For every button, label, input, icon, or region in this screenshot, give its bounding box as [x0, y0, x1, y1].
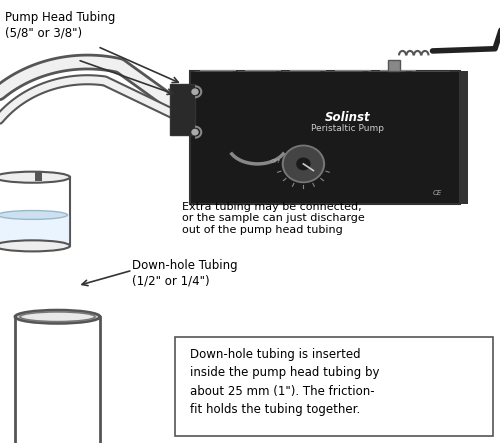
Circle shape	[284, 147, 323, 181]
Bar	[190, 71, 460, 204]
Text: Peristaltic Pump: Peristaltic Pump	[311, 124, 384, 133]
Ellipse shape	[0, 240, 70, 252]
Circle shape	[297, 158, 310, 170]
Text: Extra tubing may be connected,
or the sample can just discharge
out of the pump : Extra tubing may be connected, or the sa…	[182, 202, 365, 235]
Circle shape	[282, 145, 325, 183]
Circle shape	[192, 89, 198, 94]
Ellipse shape	[20, 312, 95, 322]
Bar	[170, 84, 195, 135]
Bar	[388, 60, 400, 71]
Ellipse shape	[15, 310, 100, 323]
Text: OFF: OFF	[270, 159, 281, 164]
Text: Pump Head Tubing
(5/8" or 3/8"): Pump Head Tubing (5/8" or 3/8")	[5, 11, 116, 39]
FancyBboxPatch shape	[175, 337, 492, 436]
Bar	[460, 71, 468, 204]
Ellipse shape	[0, 171, 70, 183]
Text: Down-hole tubing is inserted
inside the pump head tubing by
about 25 mm (1"). Th: Down-hole tubing is inserted inside the …	[190, 348, 380, 416]
Ellipse shape	[0, 210, 68, 219]
Text: Down-hole Tubing
(1/2" or 1/4"): Down-hole Tubing (1/2" or 1/4")	[132, 259, 238, 287]
Text: Solinst: Solinst	[324, 111, 370, 124]
Circle shape	[192, 129, 198, 135]
Text: CE: CE	[433, 190, 442, 196]
